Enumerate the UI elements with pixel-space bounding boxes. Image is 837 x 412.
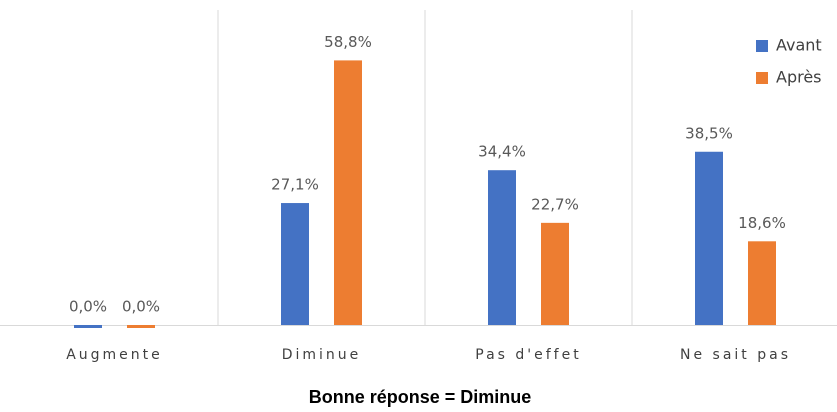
legend-label: Après — [776, 68, 822, 87]
data-label: 0,0% — [122, 298, 160, 316]
data-label: 27,1% — [271, 176, 319, 194]
data-label: 38,5% — [685, 124, 733, 142]
legend-swatch — [756, 40, 768, 52]
bar — [541, 222, 569, 325]
x-tick-label: Ne sait pas — [680, 347, 791, 363]
chart-title: Bonne réponse = Diminue — [309, 387, 532, 407]
bar — [281, 203, 309, 325]
x-tick-label: Augmente — [66, 347, 163, 363]
bar — [695, 151, 723, 325]
data-label: 34,4% — [478, 143, 526, 161]
x-tick-label: Diminue — [282, 347, 362, 363]
data-label: 58,8% — [324, 33, 372, 51]
x-tick-label: Pas d'effet — [475, 347, 581, 363]
data-label: 22,7% — [531, 195, 579, 213]
bar — [488, 170, 516, 325]
data-label: 0,0% — [69, 298, 107, 316]
bar — [127, 325, 155, 328]
bar — [748, 241, 776, 325]
legend-swatch — [756, 72, 768, 84]
legend-label: Avant — [776, 36, 822, 55]
bar — [334, 60, 362, 326]
bar — [74, 325, 102, 328]
data-label: 18,6% — [738, 214, 786, 232]
